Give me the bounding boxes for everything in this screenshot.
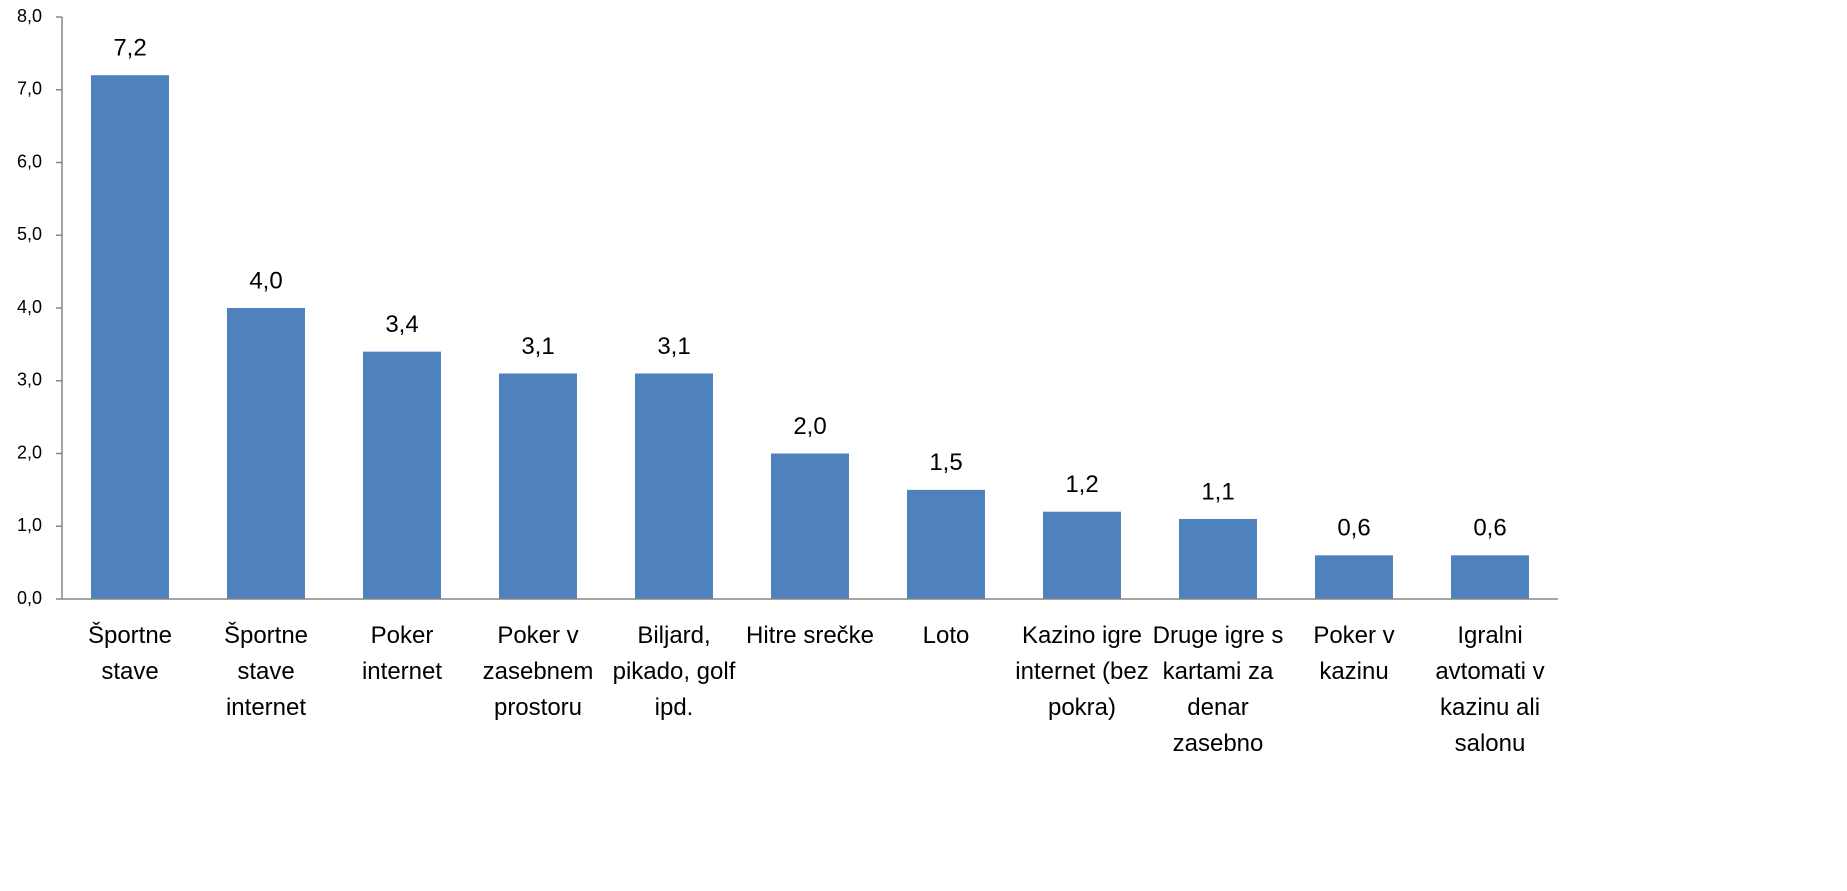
- y-tick-label: 0,0: [17, 588, 42, 608]
- x-tick-label: Loto: [922, 622, 970, 649]
- bar: [1043, 511, 1121, 599]
- x-tick-label: Hitre srečke: [745, 622, 875, 649]
- bar: [771, 453, 849, 599]
- y-tick-label: 6,0: [17, 151, 42, 171]
- x-tick-label: Biljard, pikado, golf ipd.: [612, 622, 736, 721]
- x-tick-label: Kazino igre internet (bez pokra): [1015, 622, 1149, 721]
- x-tick-label: Športne stave internet: [223, 622, 309, 721]
- value-label: 3,1: [521, 333, 554, 360]
- x-tick-label: Poker v kazinu: [1313, 622, 1395, 685]
- value-label: 4,0: [249, 267, 282, 294]
- value-label: 1,5: [929, 449, 962, 476]
- value-label: 0,6: [1337, 515, 1370, 542]
- x-tick-label: Poker v zasebnem prostoru: [482, 622, 594, 721]
- bar: [1179, 518, 1257, 599]
- bar: [635, 373, 713, 599]
- value-label: 0,6: [1473, 515, 1506, 542]
- bar: [1451, 555, 1529, 599]
- value-label: 3,4: [385, 311, 418, 338]
- bar: [227, 308, 305, 599]
- x-tick-label: Druge igre s kartami za denar zasebno: [1152, 622, 1284, 757]
- y-tick-label: 8,0: [17, 6, 42, 26]
- x-tick-label: Poker internet: [361, 622, 443, 685]
- x-tick-label: Igralni avtomati v kazinu ali salonu: [1435, 622, 1545, 757]
- bar: [499, 373, 577, 599]
- y-tick-label: 5,0: [17, 224, 42, 244]
- value-label: 1,1: [1201, 478, 1234, 505]
- y-tick-label: 2,0: [17, 442, 42, 462]
- bar: [91, 75, 169, 599]
- y-tick-label: 7,0: [17, 79, 42, 99]
- bar: [363, 351, 441, 599]
- y-tick-label: 3,0: [17, 370, 42, 390]
- bar: [1315, 555, 1393, 599]
- value-label: 3,1: [657, 333, 690, 360]
- value-label: 7,2: [113, 35, 146, 62]
- bar: [907, 489, 985, 599]
- y-tick-label: 1,0: [17, 515, 42, 535]
- value-label: 1,2: [1065, 471, 1098, 498]
- y-tick-label: 4,0: [17, 297, 42, 317]
- value-label: 2,0: [793, 413, 826, 440]
- x-tick-label: Športne stave: [87, 622, 173, 685]
